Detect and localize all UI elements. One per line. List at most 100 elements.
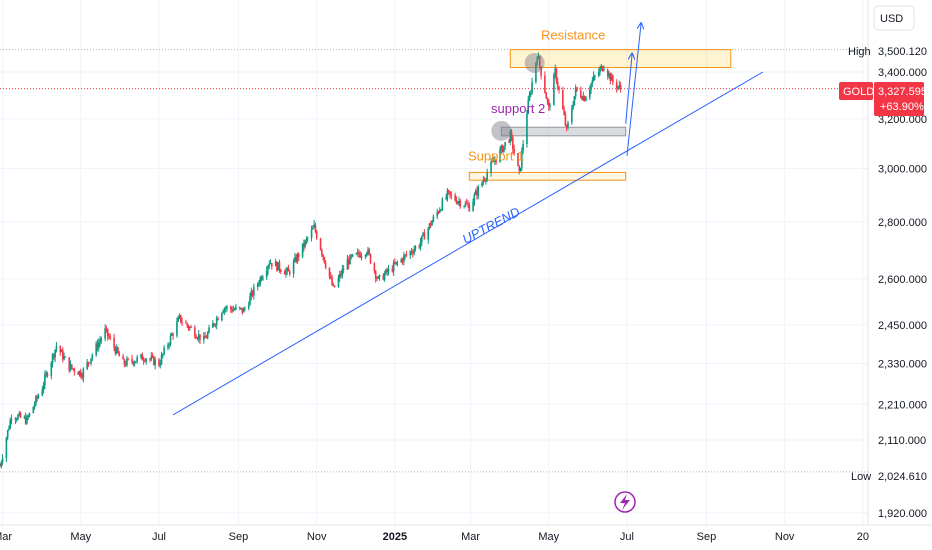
candle-body (359, 254, 362, 258)
candle-body (346, 259, 349, 270)
candle-body (179, 314, 182, 323)
candle-body (151, 356, 154, 358)
zone-0[interactable] (509, 49, 732, 68)
candle-body (144, 360, 146, 362)
candle-body (501, 145, 504, 152)
candle-body (351, 254, 354, 257)
candle-body (567, 122, 569, 128)
x-axis[interactable]: Mar May Jul Sep Nov 2025 Mar May Jul Sep Nov 20 (0, 524, 932, 543)
candle-body (8, 428, 10, 431)
y-tick-label: 2,210.000 (878, 399, 927, 411)
currency-box[interactable] (873, 5, 915, 31)
candle-body (340, 273, 342, 276)
candle-body (53, 354, 55, 358)
candle-body (395, 261, 397, 264)
candle-body (96, 343, 99, 349)
candle-body (113, 337, 115, 348)
candle-body (167, 345, 169, 348)
candle-body (494, 160, 496, 162)
y-axis[interactable]: 3,400.000 3,200.000 3,000.000 2,800.000 2,60… (867, 0, 932, 525)
candle-body (490, 162, 492, 173)
projection-arrow-0[interactable] (625, 54, 632, 124)
candle-body (268, 263, 271, 267)
candle-body (59, 345, 62, 353)
last-price: 3,327.595 (878, 86, 927, 98)
candle-body (62, 350, 64, 360)
symbol-tag[interactable] (839, 82, 873, 100)
candle-body (504, 141, 506, 146)
x-tick-label: Mar (0, 531, 12, 543)
candle-body (51, 354, 54, 363)
candle-body (267, 266, 269, 271)
candle-body (296, 253, 299, 263)
candle-body (37, 395, 40, 398)
candle-body (342, 269, 345, 270)
candle-body (409, 251, 412, 256)
candle-body (580, 90, 582, 98)
candle-body (208, 327, 210, 333)
x-tick-label: Sep (697, 531, 717, 543)
candle-body (540, 66, 542, 76)
candle-body (9, 419, 12, 429)
candle-body (99, 340, 101, 343)
candle-body (537, 56, 540, 59)
candle-body (396, 261, 399, 263)
resistance-label: Resistance (541, 28, 605, 43)
candle-body (127, 358, 130, 360)
candle-body (555, 68, 558, 82)
candle-body (585, 97, 587, 102)
zone-1[interactable] (500, 126, 627, 137)
candle-body (312, 227, 314, 230)
candle-body (373, 263, 376, 272)
candle-body (287, 268, 290, 272)
candle-body (492, 161, 495, 163)
x-tick-label: Nov (307, 531, 327, 543)
candle-body (562, 89, 564, 110)
highlight-circle-1 (491, 120, 512, 141)
candle-body (232, 309, 235, 312)
candle-body (278, 262, 281, 271)
zone-2[interactable] (468, 171, 627, 181)
candle-body (590, 83, 592, 90)
uptrend-line[interactable] (172, 71, 764, 416)
candle-body (69, 364, 72, 371)
candle-body (500, 145, 503, 150)
candle-body (432, 216, 435, 222)
symbol-label: GOLD (843, 86, 874, 98)
candle-body (603, 69, 605, 71)
projection-arrow-1[interactable] (626, 24, 641, 156)
candle-body (223, 308, 226, 312)
candle-body (477, 186, 480, 196)
candle-body (315, 231, 318, 239)
candle-body (601, 66, 604, 71)
candle-body (367, 249, 369, 254)
candle-body (105, 328, 108, 330)
candle-body (549, 105, 551, 107)
candle-body (383, 273, 386, 280)
candle-body (133, 362, 136, 365)
candle-body (90, 358, 92, 363)
candle-body (154, 359, 156, 365)
candle-body (328, 267, 331, 277)
candle-body (78, 371, 81, 375)
candle-body (459, 200, 462, 207)
candle-body (64, 356, 67, 358)
candle-body (217, 318, 219, 321)
lightning-icon[interactable] (614, 491, 636, 513)
candle-body (70, 364, 73, 369)
candle-body (394, 262, 396, 264)
support2-label: support 2 (491, 101, 545, 116)
y-tick-label: 3,000.000 (878, 164, 927, 176)
candle-body (441, 199, 444, 211)
candle-body (324, 262, 327, 268)
candle-body (482, 180, 485, 183)
y-tick-label: 2,800.000 (878, 217, 927, 229)
candle-body (60, 350, 63, 353)
candle-body (123, 359, 126, 365)
candle-body (450, 194, 453, 196)
candle-body (314, 224, 317, 232)
candle-body (206, 332, 209, 338)
candle-body (378, 274, 381, 277)
candle-body (250, 291, 253, 297)
